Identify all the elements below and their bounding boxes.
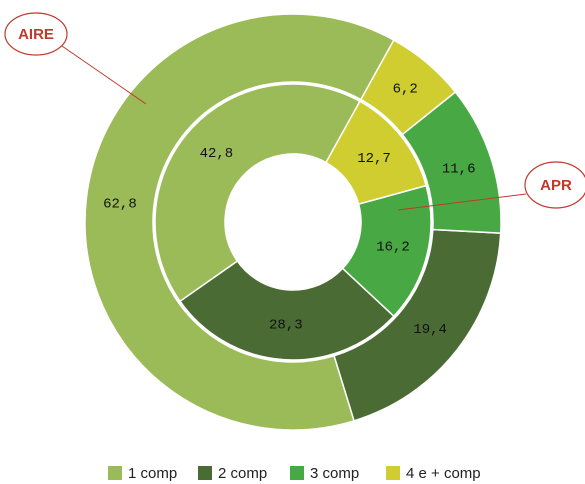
data-label: 16,2	[376, 239, 410, 255]
legend-swatch	[108, 466, 122, 480]
legend-swatch	[290, 466, 304, 480]
donut-segment	[324, 100, 428, 206]
callout-line	[397, 193, 527, 211]
callout-ellipse	[4, 12, 68, 56]
legend: 1 comp 2 comp 3 comp 4 e + comp	[108, 465, 481, 482]
callout-line	[61, 45, 147, 105]
data-label: 62,8	[103, 197, 137, 213]
rings	[84, 13, 502, 431]
legend-swatch	[198, 466, 212, 480]
legend-label: 4 e + comp	[406, 465, 481, 482]
value-labels: 62,8 19,4 11,6 6,2 42,8 28,3 16,2 12,7	[103, 82, 475, 338]
data-label: 28,3	[269, 317, 303, 333]
legend-label: 3 comp	[310, 465, 359, 482]
donut-segment	[179, 260, 395, 361]
legend-label: 1 comp	[128, 465, 177, 482]
data-label: 11,6	[442, 162, 476, 178]
data-label: 19,4	[413, 322, 447, 338]
donut-segment	[84, 13, 395, 431]
series-name: AIRE	[18, 26, 54, 43]
callout-ellipse	[524, 161, 585, 209]
legend-label: 2 comp	[218, 465, 267, 482]
series-name: APR	[540, 177, 572, 194]
data-label: 42,8	[200, 146, 234, 162]
legend-swatch	[386, 466, 400, 480]
donut-segment	[359, 39, 457, 136]
data-label: 12,7	[357, 151, 391, 167]
donut-segment	[154, 83, 361, 303]
data-label: 6,2	[393, 82, 418, 98]
